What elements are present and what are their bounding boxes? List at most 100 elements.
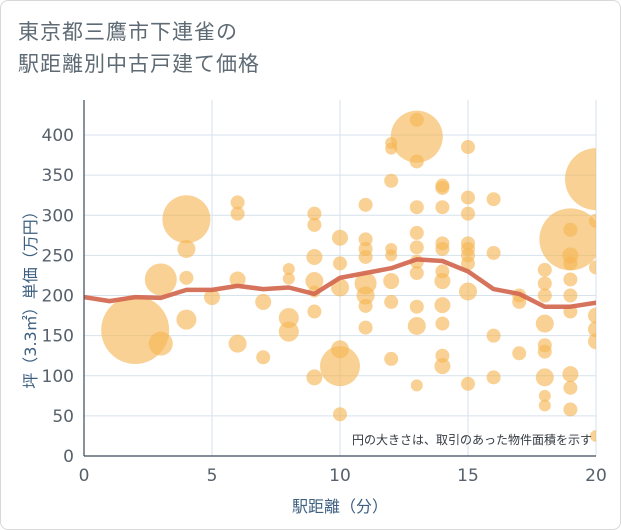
data-bubble [177,239,196,258]
data-bubble [144,263,177,296]
data-bubble [384,294,399,309]
data-bubble [409,299,424,314]
data-bubble [385,249,398,262]
trend-layer [84,257,596,309]
y-tick-label: 400 [42,126,74,146]
data-bubble [307,304,322,319]
data-bubble [539,208,596,271]
data-bubble [588,321,596,338]
data-bubble [306,369,323,386]
data-bubble [461,206,475,221]
y-tick-label: 300 [42,206,74,226]
data-bubble [282,263,295,276]
data-bubble [409,266,424,281]
data-bubble [512,294,527,309]
data-bubble [306,248,323,265]
axes [83,100,596,457]
data-bubble [537,288,552,303]
data-bubble [435,316,450,331]
data-bubble [307,206,322,221]
data-bubble [535,314,554,333]
data-bubble [589,260,596,275]
data-bubble [486,370,501,385]
data-bubble [461,140,475,155]
data-bubble [162,195,211,244]
chart-title: 東京都三鷹市下連雀の 駅距離別中古戸建て価格 [18,16,260,80]
data-bubble [176,309,197,330]
data-bubble [486,192,501,207]
chart-title-line-2: 駅距離別中古戸建て価格 [18,52,260,76]
x-axis-label: 駅距離（分） [292,497,388,516]
data-bubble [305,272,324,291]
x-tick-label: 10 [329,466,351,486]
data-bubble [282,272,295,285]
data-bubble [383,273,400,290]
data-bubble [278,321,299,342]
data-bubble [435,200,450,215]
data-bubble [256,350,271,365]
x-tick-label: 20 [585,466,607,486]
data-bubble [333,256,347,271]
data-bubble [459,282,477,301]
data-bubble [148,331,173,356]
data-bubble [230,195,245,210]
data-bubble [435,180,450,195]
y-tick-label: 250 [42,246,74,266]
data-bubble [486,245,501,260]
y-tick-label: 200 [42,287,74,307]
data-bubble [230,206,245,221]
data-bubble [563,272,578,287]
data-bubble [409,154,424,169]
data-bubble [565,148,596,211]
data-bubble [384,351,399,366]
x-tick-label: 0 [79,466,90,486]
data-bubble [435,241,450,256]
data-bubble [320,346,360,387]
data-bubble [563,402,578,417]
data-bubble [229,271,246,288]
data-bubble [538,389,551,402]
data-bubble [537,344,552,359]
data-bubble [410,379,423,392]
data-bubble [332,229,348,246]
data-bubble [409,225,424,240]
data-bubble [228,334,247,353]
x-tick-label: 15 [457,466,479,486]
data-bubble [409,200,424,215]
data-bubble [461,256,475,271]
data-bubble [255,293,272,310]
data-bubble [358,232,373,247]
data-bubble [204,289,220,306]
data-bubble [356,286,375,305]
y-axis-label: 坪（3.3㎡）単価（万円） [21,203,40,388]
data-bubble [537,276,552,291]
data-bubble [563,222,578,237]
data-bubble [538,399,551,412]
data-bubble [537,262,552,277]
y-tick-label: 50 [52,407,74,427]
data-bubble [535,368,554,387]
data-bubble [333,407,347,422]
data-bubble [409,240,424,255]
data-bubble [384,173,399,188]
data-bubble [563,256,578,271]
data-bubble [358,249,373,264]
chart-title-line-1: 東京都三鷹市下連雀の [18,20,238,44]
x-tick-labels: 0 5 10 15 20 [79,466,607,486]
y-tick-label: 350 [42,166,74,186]
data-bubble [589,213,596,228]
data-bubble [434,297,451,314]
bubble-layer [101,110,596,442]
data-bubble [461,190,475,205]
data-bubble [563,288,578,303]
data-bubble [434,358,451,375]
data-bubble [588,333,596,350]
data-bubble [512,346,527,361]
size-annotation: 円の大きさは、取引のあった物件面積を示す [352,432,592,447]
data-bubble [358,298,373,313]
trend-line [84,257,596,309]
y-tick-label: 0 [63,447,74,467]
data-bubble [562,366,579,383]
